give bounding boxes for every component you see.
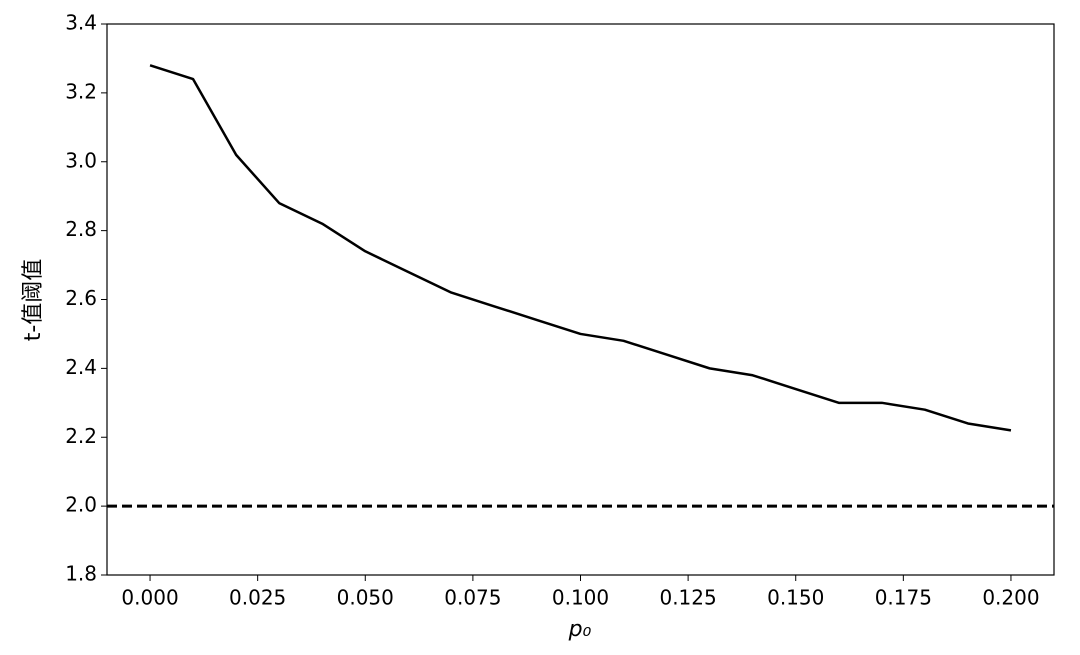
y-tick-label: 2.2 bbox=[65, 424, 97, 448]
y-tick-label: 3.4 bbox=[65, 11, 97, 35]
line-series bbox=[149, 64, 1012, 432]
x-tick-label: 0.175 bbox=[875, 586, 932, 610]
y-axis-label: t-值阈值 bbox=[21, 259, 46, 342]
x-tick-label: 0.000 bbox=[121, 586, 178, 610]
y-tick-label: 2.0 bbox=[65, 493, 97, 517]
x-tick-label: 0.125 bbox=[659, 586, 716, 610]
x-tick-label: 0.025 bbox=[229, 586, 286, 610]
x-tick-label: 0.075 bbox=[444, 586, 501, 610]
y-tick-label: 1.8 bbox=[65, 562, 97, 586]
x-tick-label: 0.100 bbox=[552, 586, 609, 610]
x-axis-label: p₀ bbox=[568, 617, 592, 642]
x-tick-label: 0.200 bbox=[982, 586, 1039, 610]
x-tick-label: 0.050 bbox=[337, 586, 394, 610]
y-tick-label: 2.6 bbox=[65, 286, 97, 310]
x-tick-label: 0.150 bbox=[767, 586, 824, 610]
y-tick-label: 3.0 bbox=[65, 148, 97, 172]
y-tick-label: 2.4 bbox=[65, 355, 97, 379]
y-tick-label: 2.8 bbox=[65, 217, 97, 241]
plot-frame bbox=[106, 23, 1055, 576]
y-tick-label: 3.2 bbox=[65, 79, 97, 103]
